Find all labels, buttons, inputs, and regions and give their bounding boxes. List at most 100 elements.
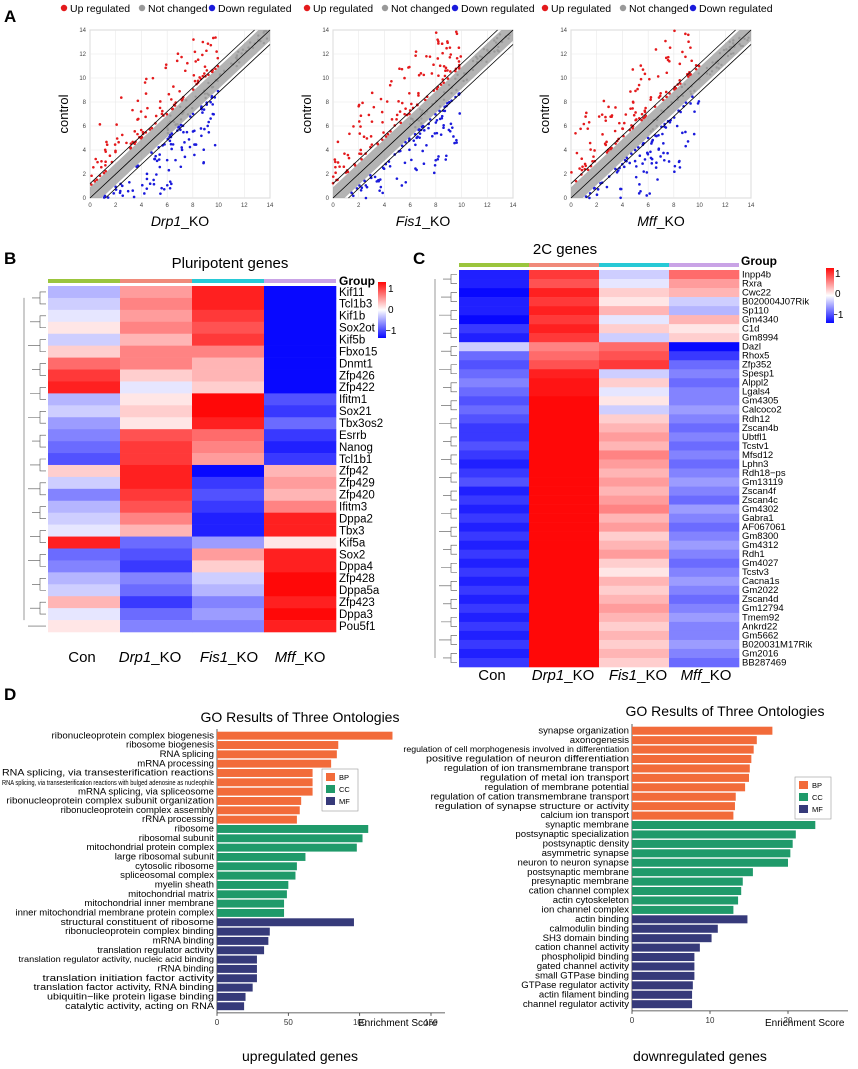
heatmap-c-cell	[599, 315, 670, 325]
heatmap-c-cell	[669, 603, 740, 614]
down-point	[678, 166, 682, 169]
heatmap-b-cell	[192, 536, 265, 549]
heatmap-c-gene-label: Cacna1s	[742, 576, 780, 587]
heatmap-c-gene-label: Rdh12	[742, 414, 770, 425]
go-bar-bp	[632, 726, 773, 735]
down-point	[414, 143, 417, 147]
go-legend-label-mf: MF	[812, 805, 823, 814]
heatmap-c-title: 2C genes	[533, 241, 597, 258]
nc-point	[194, 95, 197, 98]
nc-point	[420, 122, 423, 125]
up-point	[635, 118, 638, 121]
tick-label-y: 4	[564, 148, 568, 154]
heatmap-b-cell	[120, 345, 193, 358]
go-term-label: postsynaptic specialization	[515, 829, 629, 840]
heatmap-c-cell	[599, 468, 670, 478]
heatmap-c-dendrogram-branch	[443, 274, 457, 284]
down-point	[152, 178, 155, 182]
heatmap-c-cell	[669, 504, 740, 514]
tick-label-x: 8	[672, 203, 676, 209]
down-point	[194, 143, 198, 146]
nc-point	[265, 37, 269, 40]
down-point	[165, 183, 169, 187]
nc-point	[420, 117, 423, 120]
down-point	[440, 114, 444, 118]
tick-label-y: 14	[322, 28, 329, 34]
up-point	[333, 158, 337, 161]
down-point	[131, 189, 135, 192]
heatmap-b-cell	[264, 369, 337, 382]
up-point	[140, 135, 144, 139]
up-point	[158, 106, 162, 110]
down-point	[180, 146, 184, 149]
up-point	[113, 143, 117, 146]
go-bar-cc	[217, 899, 285, 908]
up-point	[665, 95, 668, 99]
heatmap-c-cell	[669, 441, 740, 451]
heatmap-c-cell	[599, 324, 670, 334]
heatmap-b-cell	[264, 441, 337, 454]
up-point	[191, 88, 195, 91]
go-term-label: mitochondrial inner membrane	[84, 898, 214, 909]
up-point	[90, 183, 93, 186]
heatmap-c-gene-label: Zscan4d	[742, 594, 778, 605]
down-point	[442, 126, 445, 130]
down-point	[662, 158, 666, 162]
down-point	[437, 155, 440, 158]
down-point	[452, 135, 455, 138]
up-point	[604, 119, 608, 122]
down-point	[650, 162, 654, 165]
up-point	[361, 101, 364, 105]
heatmap-c-cell	[669, 459, 740, 469]
down-point	[202, 148, 206, 152]
up-point	[336, 161, 340, 164]
heatmap-c-cell	[529, 477, 600, 487]
heatmap-c-dendrogram-branch	[441, 617, 457, 627]
heatmap-c-dendrogram-branch	[441, 292, 457, 302]
down-point	[661, 132, 664, 136]
tick-label-y: 12	[322, 52, 329, 58]
heatmap-c-cell	[529, 414, 600, 424]
up-point	[404, 107, 407, 110]
heatmap-b-dendrogram-branch	[32, 506, 46, 519]
down-point	[207, 120, 210, 124]
up-point	[438, 64, 442, 68]
nc-point	[442, 91, 446, 94]
heatmap-c-cell	[459, 288, 530, 298]
heatmap-b-cell	[264, 333, 337, 346]
nc-point	[729, 52, 733, 56]
up-point	[574, 132, 577, 135]
up-point	[93, 180, 97, 183]
down-point	[455, 138, 458, 142]
heatmap-c-cell	[669, 414, 740, 424]
nc-point	[738, 42, 741, 46]
up-point	[414, 54, 417, 57]
up-point	[430, 72, 434, 75]
up-point	[575, 151, 579, 155]
go-legend-swatch-cc	[326, 785, 335, 793]
go-term-label: ubiquitin−like protein ligase binding	[47, 992, 214, 1003]
heatmap-c-gene-label: Inpp4b	[742, 269, 771, 280]
up-point	[105, 143, 109, 146]
go-legend-swatch-cc	[799, 793, 808, 801]
heatmap-b-gene-label: Dppa2	[339, 513, 373, 525]
down-point	[684, 130, 687, 134]
scatter-xlabel: Drp1_KO	[151, 213, 209, 229]
up-point	[103, 148, 107, 152]
up-point	[588, 141, 592, 145]
go-term-label: regulation of cell morphogenesis involve…	[403, 745, 629, 754]
heatmap-b-cell	[48, 524, 121, 537]
down-point	[171, 143, 175, 146]
diagonal-line	[570, 29, 752, 199]
down-point	[679, 110, 682, 114]
go-bar-mf	[632, 915, 748, 924]
up-point	[676, 83, 680, 86]
up-point	[358, 132, 362, 135]
tick-label-y: 0	[326, 196, 330, 202]
tick-label-y: 6	[83, 124, 87, 130]
go-down-x-annotation: Enrichment Score	[765, 1018, 845, 1029]
heatmap-c-cell	[669, 333, 740, 343]
up-point	[388, 83, 392, 87]
go-term-label: cation channel activity	[535, 942, 629, 953]
heatmap-b-gene-label: Kif11	[339, 287, 364, 299]
